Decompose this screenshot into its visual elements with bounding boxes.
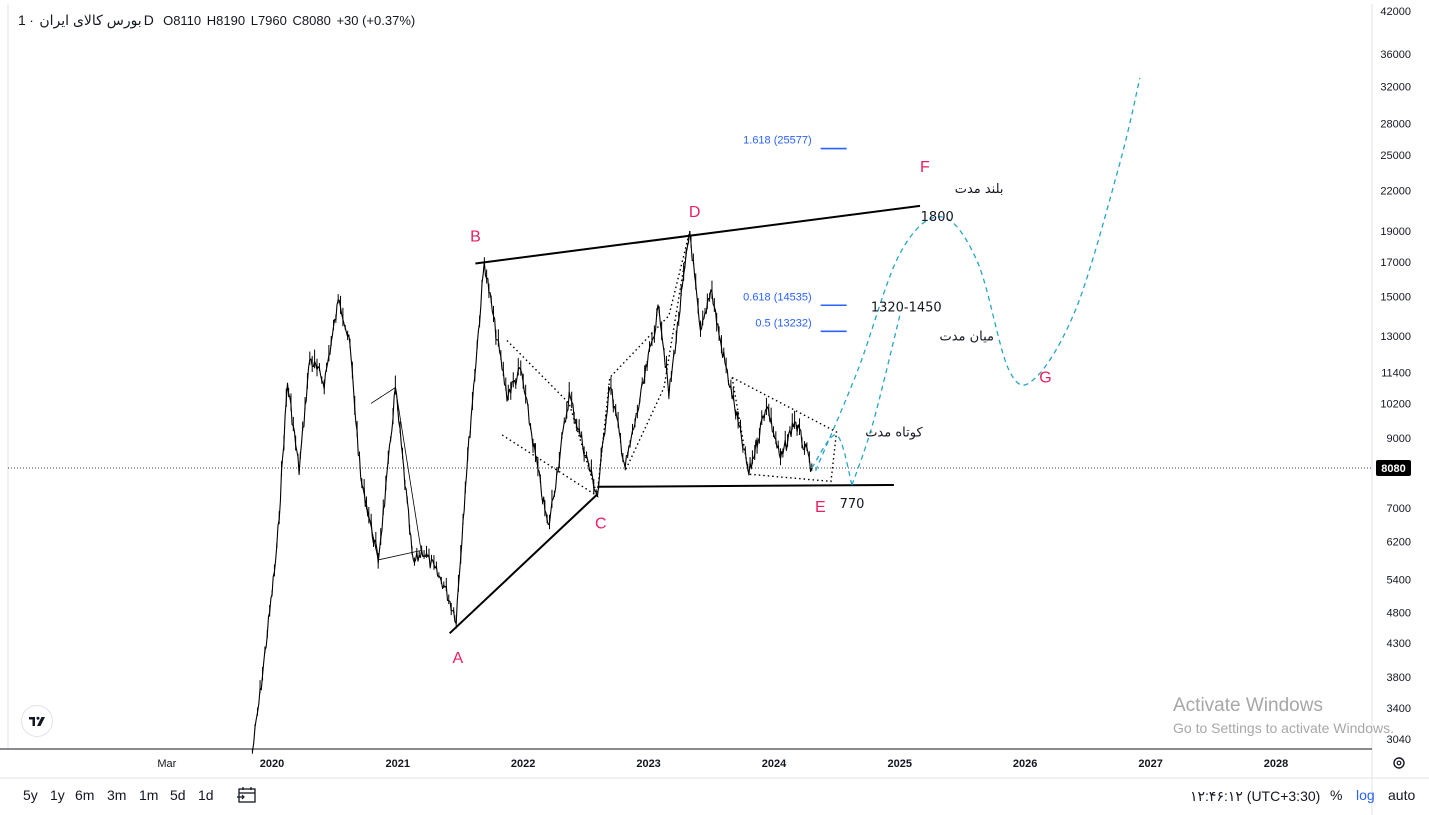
clock-timezone[interactable]: ۱۲:۴۶:۱۲ (UTC+3:30) [1190, 788, 1321, 804]
y-tick-label-8: 15000 [1380, 292, 1411, 304]
fib-level-label-2: 0.5 (13232) [755, 317, 811, 329]
early-pattern-outline [360, 386, 422, 561]
wave-label-g: G [1039, 369, 1051, 386]
x-tick-label-0: Mar [157, 758, 176, 770]
open-value: O8110 [163, 13, 202, 28]
timeframe-1m-button[interactable]: 1m [139, 787, 159, 803]
y-tick-label-10: 11400 [1381, 368, 1411, 380]
annotation-short-term: کوتاه مدت [865, 426, 923, 441]
timeframe-1d-button[interactable]: 1d [198, 787, 214, 803]
wave-label-b: B [470, 228, 481, 245]
y-tick-label-20: 3400 [1387, 703, 1411, 715]
x-tick-label-8: 2027 [1138, 758, 1162, 770]
calendar-range-icon [237, 787, 256, 803]
current-price-tag [1376, 460, 1411, 476]
timeframe-6m-button[interactable]: 6m [75, 787, 95, 803]
price-series-layer [251, 230, 813, 754]
axis-layer: 42000 36000 32000 28000 25000 22000 19000 17000… [157, 6, 1411, 770]
y-tick-label-16: 5400 [1387, 575, 1411, 587]
price-scale-settings-icon[interactable] [1393, 757, 1405, 769]
y-tick-label-5: 22000 [1380, 185, 1411, 197]
high-value: H8190 [206, 13, 246, 28]
fib-level-label-0: 1.618 (25577) [743, 135, 812, 147]
timeframe-5y-button[interactable]: 5y [23, 787, 38, 803]
y-tick-label-4: 25000 [1380, 150, 1411, 162]
chart-legend: بورس کالای ایران · 1D O8110 H8190 L7960 … [18, 12, 417, 29]
annotation-target-mid: 1320-1450 [871, 301, 942, 316]
bottom-toolbar: 5y 1y 6m 3m 1m 5d 1d ۱۲:۴۶:۱۲ (UTC+3:30)… [0, 778, 1429, 815]
y-tick-label-17: 4800 [1387, 607, 1411, 619]
x-tick-label-6: 2025 [888, 758, 912, 770]
go-to-date-button[interactable] [236, 785, 258, 808]
gear-icon-hub [1396, 760, 1402, 766]
annotation-long-term: بلند مدت [955, 182, 1004, 197]
timeframe-5d-button[interactable]: 5d [170, 787, 186, 803]
y-tick-label-14: 7000 [1387, 503, 1411, 515]
y-tick-label-2: 32000 [1380, 82, 1411, 94]
channel-outline-cd [596, 230, 691, 493]
wave-label-f: F [920, 159, 930, 176]
y-tick-label-11: 10200 [1380, 398, 1411, 410]
wave-label-a: A [453, 650, 464, 667]
annotation-mid-term: میان مدت [939, 329, 994, 344]
y-tick-label-1: 36000 [1380, 49, 1411, 61]
x-tick-label-7: 2026 [1013, 758, 1037, 770]
interval-label[interactable]: 1D [18, 12, 154, 28]
y-tick-label-9: 13000 [1380, 331, 1411, 343]
y-tick-label-0: 42000 [1380, 6, 1411, 18]
timeframe-3m-button[interactable]: 3m [107, 787, 127, 803]
projection-path-0 [811, 434, 853, 486]
symbol-name[interactable]: بورس کالای ایران [39, 12, 142, 28]
projection-path-2 [815, 77, 1141, 472]
change-value: +30 (+0.37%) [336, 13, 416, 28]
current-price-tag-label: 8080 [1381, 463, 1405, 475]
trendline-0 [448, 493, 599, 635]
price-series-line [251, 230, 813, 752]
x-tick-label-9: 2028 [1264, 758, 1288, 770]
legend-separator: · [29, 13, 34, 28]
x-tick-label-3: 2022 [511, 758, 535, 770]
watermark-line-2: Go to Settings to activate Windows. [1173, 720, 1394, 736]
tradingview-logo-icon [29, 716, 45, 726]
y-tick-label-6: 19000 [1380, 226, 1411, 238]
low-value: L7960 [250, 13, 287, 28]
grid-layer [0, 4, 1429, 815]
annotation-support: 770 [840, 497, 865, 512]
x-tick-label-4: 2023 [636, 758, 660, 770]
x-tick-label-1: 2020 [260, 758, 284, 770]
triangle-outline-bc [501, 340, 599, 498]
y-tick-label-18: 4300 [1387, 638, 1411, 650]
projection-path-1 [851, 315, 901, 486]
trendline-2 [475, 204, 921, 265]
log-scale-button[interactable]: log [1356, 787, 1375, 803]
y-tick-label-3: 28000 [1380, 119, 1411, 131]
fib-level-label-1: 0.618 (14535) [743, 291, 812, 303]
y-tick-label-12: 9000 [1387, 433, 1411, 445]
y-tick-label-7: 17000 [1380, 257, 1411, 269]
wave-label-c: C [595, 515, 607, 532]
wave-label-e: E [815, 499, 826, 516]
auto-scale-button[interactable]: auto [1388, 787, 1416, 803]
tradingview-logo[interactable] [22, 706, 52, 736]
watermark-line-1: Activate Windows [1173, 695, 1323, 716]
triangle-outline-de [731, 376, 838, 483]
trendline-1 [597, 483, 894, 488]
gear-icon-ring [1393, 757, 1405, 769]
wave-label-d: D [689, 204, 701, 221]
windows-activation-watermark: Activate Windows Go to Settings to activ… [1173, 695, 1394, 736]
timeframe-1y-button[interactable]: 1y [50, 787, 65, 803]
annotation-target-high: 1800 [921, 210, 954, 225]
y-tick-label-21: 3040 [1387, 734, 1411, 746]
drawing-layer: 1.618 (25577) 0.618 (14535) 0.5 (13232) A B C… [360, 77, 1141, 667]
x-tick-label-5: 2024 [762, 758, 787, 770]
percent-scale-button[interactable]: % [1330, 787, 1343, 803]
y-tick-label-19: 3800 [1387, 672, 1411, 684]
x-tick-label-2: 2021 [386, 758, 410, 770]
close-value: C8080 [292, 13, 331, 28]
y-tick-label-15: 6200 [1387, 536, 1411, 548]
